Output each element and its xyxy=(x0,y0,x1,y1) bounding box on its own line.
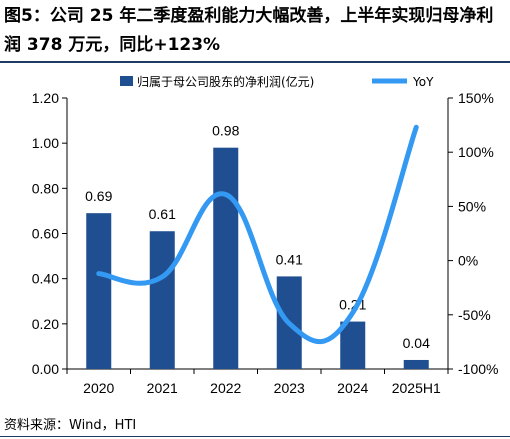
title-rule xyxy=(0,61,510,63)
left-tick-label: 0.00 xyxy=(32,361,59,377)
legend-line-label: YoY xyxy=(412,75,434,89)
legend-bar-label: 归属于母公司股东的净利润(亿元) xyxy=(137,74,314,89)
bar-data-label: 0.04 xyxy=(403,335,430,351)
bar xyxy=(86,213,112,369)
x-tick-label: 2024 xyxy=(337,380,368,396)
bar-data-label: 0.98 xyxy=(212,123,239,139)
source-note: 资料来源：Wind，HTI xyxy=(4,418,137,433)
bar xyxy=(403,359,429,369)
right-tick-label: 50% xyxy=(458,198,486,214)
x-tick-label: 2025H1 xyxy=(392,380,441,396)
right-tick-label: 0% xyxy=(458,253,478,269)
left-tick-label: 0.80 xyxy=(32,180,59,196)
bar-data-label: 0.41 xyxy=(276,251,303,267)
legend: 归属于母公司股东的净利润(亿元) YoY xyxy=(120,74,434,89)
x-tick-label: 2022 xyxy=(210,380,241,396)
yoy-line-path xyxy=(96,124,419,345)
x-tick-label: 2023 xyxy=(274,380,305,396)
left-tick-label: 0.40 xyxy=(32,271,59,287)
left-tick-label: 1.00 xyxy=(32,135,59,151)
bar-data-label: 0.69 xyxy=(85,188,112,204)
right-tick-label: -100% xyxy=(458,361,498,377)
right-tick-label: 100% xyxy=(458,144,494,160)
x-tick-label: 2021 xyxy=(147,380,178,396)
chart-title: 图5：公司 25 年二季度盈利能力大幅改善，上半年实现归母净利润 378 万元，… xyxy=(4,6,494,55)
right-tick-label: -50% xyxy=(458,307,491,323)
legend-bar-swatch xyxy=(120,76,133,86)
bar-series xyxy=(86,147,429,369)
bar xyxy=(213,147,239,369)
bar-data-labels: 0.690.610.980.410.210.04 xyxy=(85,123,430,351)
bar-data-label: 0.61 xyxy=(149,206,176,222)
bar xyxy=(149,231,175,369)
x-tick-label: 2020 xyxy=(83,380,114,396)
left-tick-label: 1.20 xyxy=(32,90,59,106)
right-tick-label: 150% xyxy=(458,90,494,106)
yoy-line-series xyxy=(96,124,419,345)
left-tick-label: 0.60 xyxy=(32,226,59,242)
bottom-rule xyxy=(0,436,510,437)
bar xyxy=(340,321,366,369)
left-tick-label: 0.20 xyxy=(32,316,59,332)
axes: 0.00 0.20 0.40 0.60 0.80 1.00 1.20 -100% -50% 0% 5… xyxy=(32,90,499,396)
